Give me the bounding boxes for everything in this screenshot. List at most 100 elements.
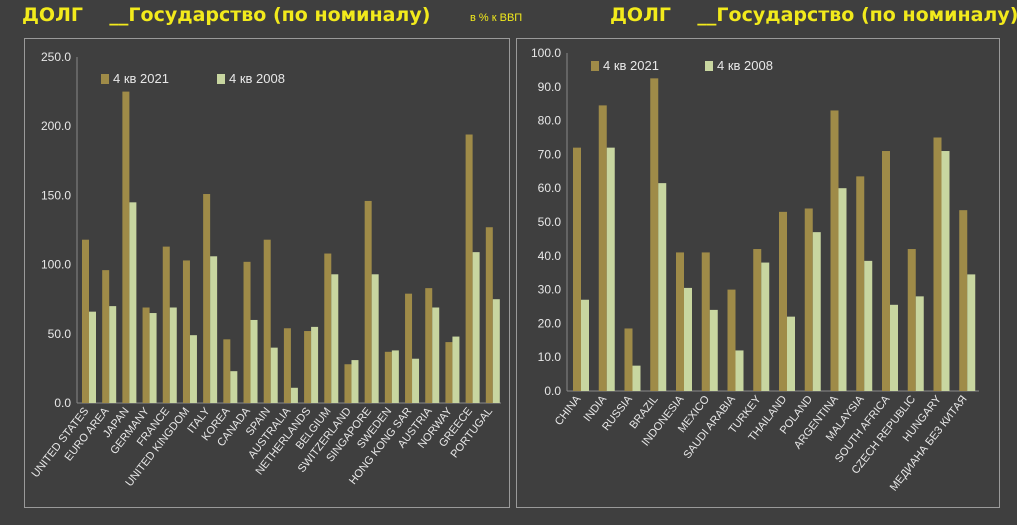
left-bar-2021: [344, 364, 352, 403]
left-y-tick-label: 150.0: [41, 188, 71, 202]
right-bar-2008: [915, 296, 924, 391]
left-bar-2021: [82, 239, 89, 403]
left-bar-2021: [102, 270, 110, 403]
right-bar-2008: [967, 274, 976, 391]
left-bar-2008: [290, 387, 298, 403]
left-y-tick-label: 0.0: [54, 396, 71, 410]
left-bar-2021: [485, 227, 493, 403]
right-bar-2021: [753, 249, 762, 391]
right-legend-label: 4 кв 2021: [603, 58, 659, 73]
left-bar-2008: [129, 202, 137, 403]
right-bar-2021: [701, 252, 710, 391]
right-bar-2021: [676, 252, 684, 391]
left-bar-2021: [465, 134, 473, 403]
right-bar-2008: [632, 365, 641, 391]
left-bar-2021: [364, 200, 372, 403]
left-bar-2008: [189, 335, 197, 403]
left-bar-2008: [492, 299, 500, 403]
left-bar-2008: [169, 307, 177, 403]
left-bar-2021: [445, 342, 453, 403]
left-legend-label: 4 кв 2021: [113, 71, 169, 86]
left-bar-2021: [182, 260, 190, 403]
right-bar-2008: [864, 260, 873, 391]
right-bar-2021: [882, 151, 890, 391]
right-bar-2021: [624, 328, 633, 391]
left-bar-2021: [283, 328, 291, 403]
right-bar-2021: [959, 210, 968, 391]
right-bar-2008: [709, 309, 718, 391]
left-bar-2008: [351, 360, 359, 403]
left-y-tick-label: 250.0: [41, 50, 71, 64]
left-bar-2008: [270, 347, 278, 403]
right-bar-2021: [856, 176, 865, 391]
right-y-tick-label: 40.0: [538, 249, 562, 263]
left-bar-2021: [324, 253, 332, 403]
left-bar-2021: [142, 307, 150, 403]
left-chart-title: ДОЛГ __Государство (по номиналу): [22, 4, 431, 26]
right-chart-panel: 0.0 10.0 20.0 30.0 40.0 50.0 60.0 70.0 80.0 90.0 1…: [516, 38, 1000, 508]
left-bar-2008: [89, 311, 96, 403]
unit-subtitle: в % к ВВП: [470, 12, 523, 24]
left-bar-2008: [371, 274, 379, 403]
right-y-tick-label: 0.0: [544, 384, 561, 398]
right-bar-2021: [779, 211, 787, 391]
right-chart: 0.0 10.0 20.0 30.0 40.0 50.0 60.0 70.0 80.0 90.0 1…: [531, 46, 979, 493]
left-bar-2021: [405, 293, 413, 403]
left-bar-2021: [243, 261, 251, 403]
right-bar-2008: [890, 304, 898, 391]
right-bar-2021: [933, 137, 942, 391]
right-bar-2021: [573, 147, 581, 391]
right-legend-label: 4 кв 2008: [717, 58, 773, 73]
left-bar-2008: [432, 307, 440, 403]
right-y-tick-label: 60.0: [538, 181, 562, 195]
left-bar-2008: [149, 313, 157, 403]
right-category-label: CHINA: [553, 393, 584, 428]
right-bar-2021: [804, 208, 813, 391]
right-y-tick-label: 30.0: [538, 283, 562, 297]
left-bar-2008: [311, 326, 319, 403]
left-bar-2008: [230, 371, 238, 403]
right-bar-2008: [941, 151, 950, 391]
right-bar-2008: [812, 232, 821, 391]
right-legend-swatch: [591, 61, 599, 71]
left-bar-2021: [203, 194, 211, 403]
right-y-tick-label: 20.0: [538, 316, 562, 330]
left-bar-2008: [109, 306, 117, 403]
left-bar-2008: [210, 256, 218, 403]
left-bar-2008: [472, 252, 480, 403]
right-legend-swatch: [705, 61, 713, 71]
left-bar-2008: [331, 274, 339, 403]
right-chart-title: ДОЛГ __Государство (по номиналу): [610, 4, 1017, 26]
left-y-tick-label: 200.0: [41, 119, 71, 133]
right-bar-2008: [684, 287, 692, 391]
left-bar-2021: [162, 246, 170, 403]
right-y-tick-label: 80.0: [538, 114, 562, 128]
right-bar-2008: [581, 299, 589, 391]
left-bar-2021: [384, 351, 392, 403]
left-bar-2021: [223, 339, 231, 403]
right-bar-2008: [787, 316, 795, 391]
right-bar-2008: [658, 183, 667, 391]
right-bar-2008: [761, 262, 770, 391]
right-bar-2008: [606, 147, 615, 391]
left-bar-2008: [391, 350, 399, 403]
left-bar-2021: [122, 91, 130, 403]
left-y-tick-label: 100.0: [41, 258, 71, 272]
right-bar-2021: [830, 110, 839, 392]
left-bar-2008: [412, 358, 420, 403]
left-bar-2021: [263, 239, 271, 403]
left-legend-label: 4 кв 2008: [229, 71, 285, 86]
left-bar-2021: [304, 331, 312, 403]
left-bar-2021: [425, 288, 433, 403]
right-y-tick-label: 90.0: [538, 80, 562, 94]
right-y-tick-label: 100.0: [531, 46, 561, 60]
left-legend-swatch: [217, 74, 225, 84]
left-y-tick-label: 50.0: [48, 327, 72, 341]
right-y-tick-label: 10.0: [538, 350, 562, 364]
right-bar-2008: [838, 188, 847, 391]
right-y-tick-label: 50.0: [538, 215, 562, 229]
right-bar-2008: [735, 350, 744, 391]
left-bar-2008: [250, 319, 258, 403]
left-bar-2008: [452, 336, 460, 403]
